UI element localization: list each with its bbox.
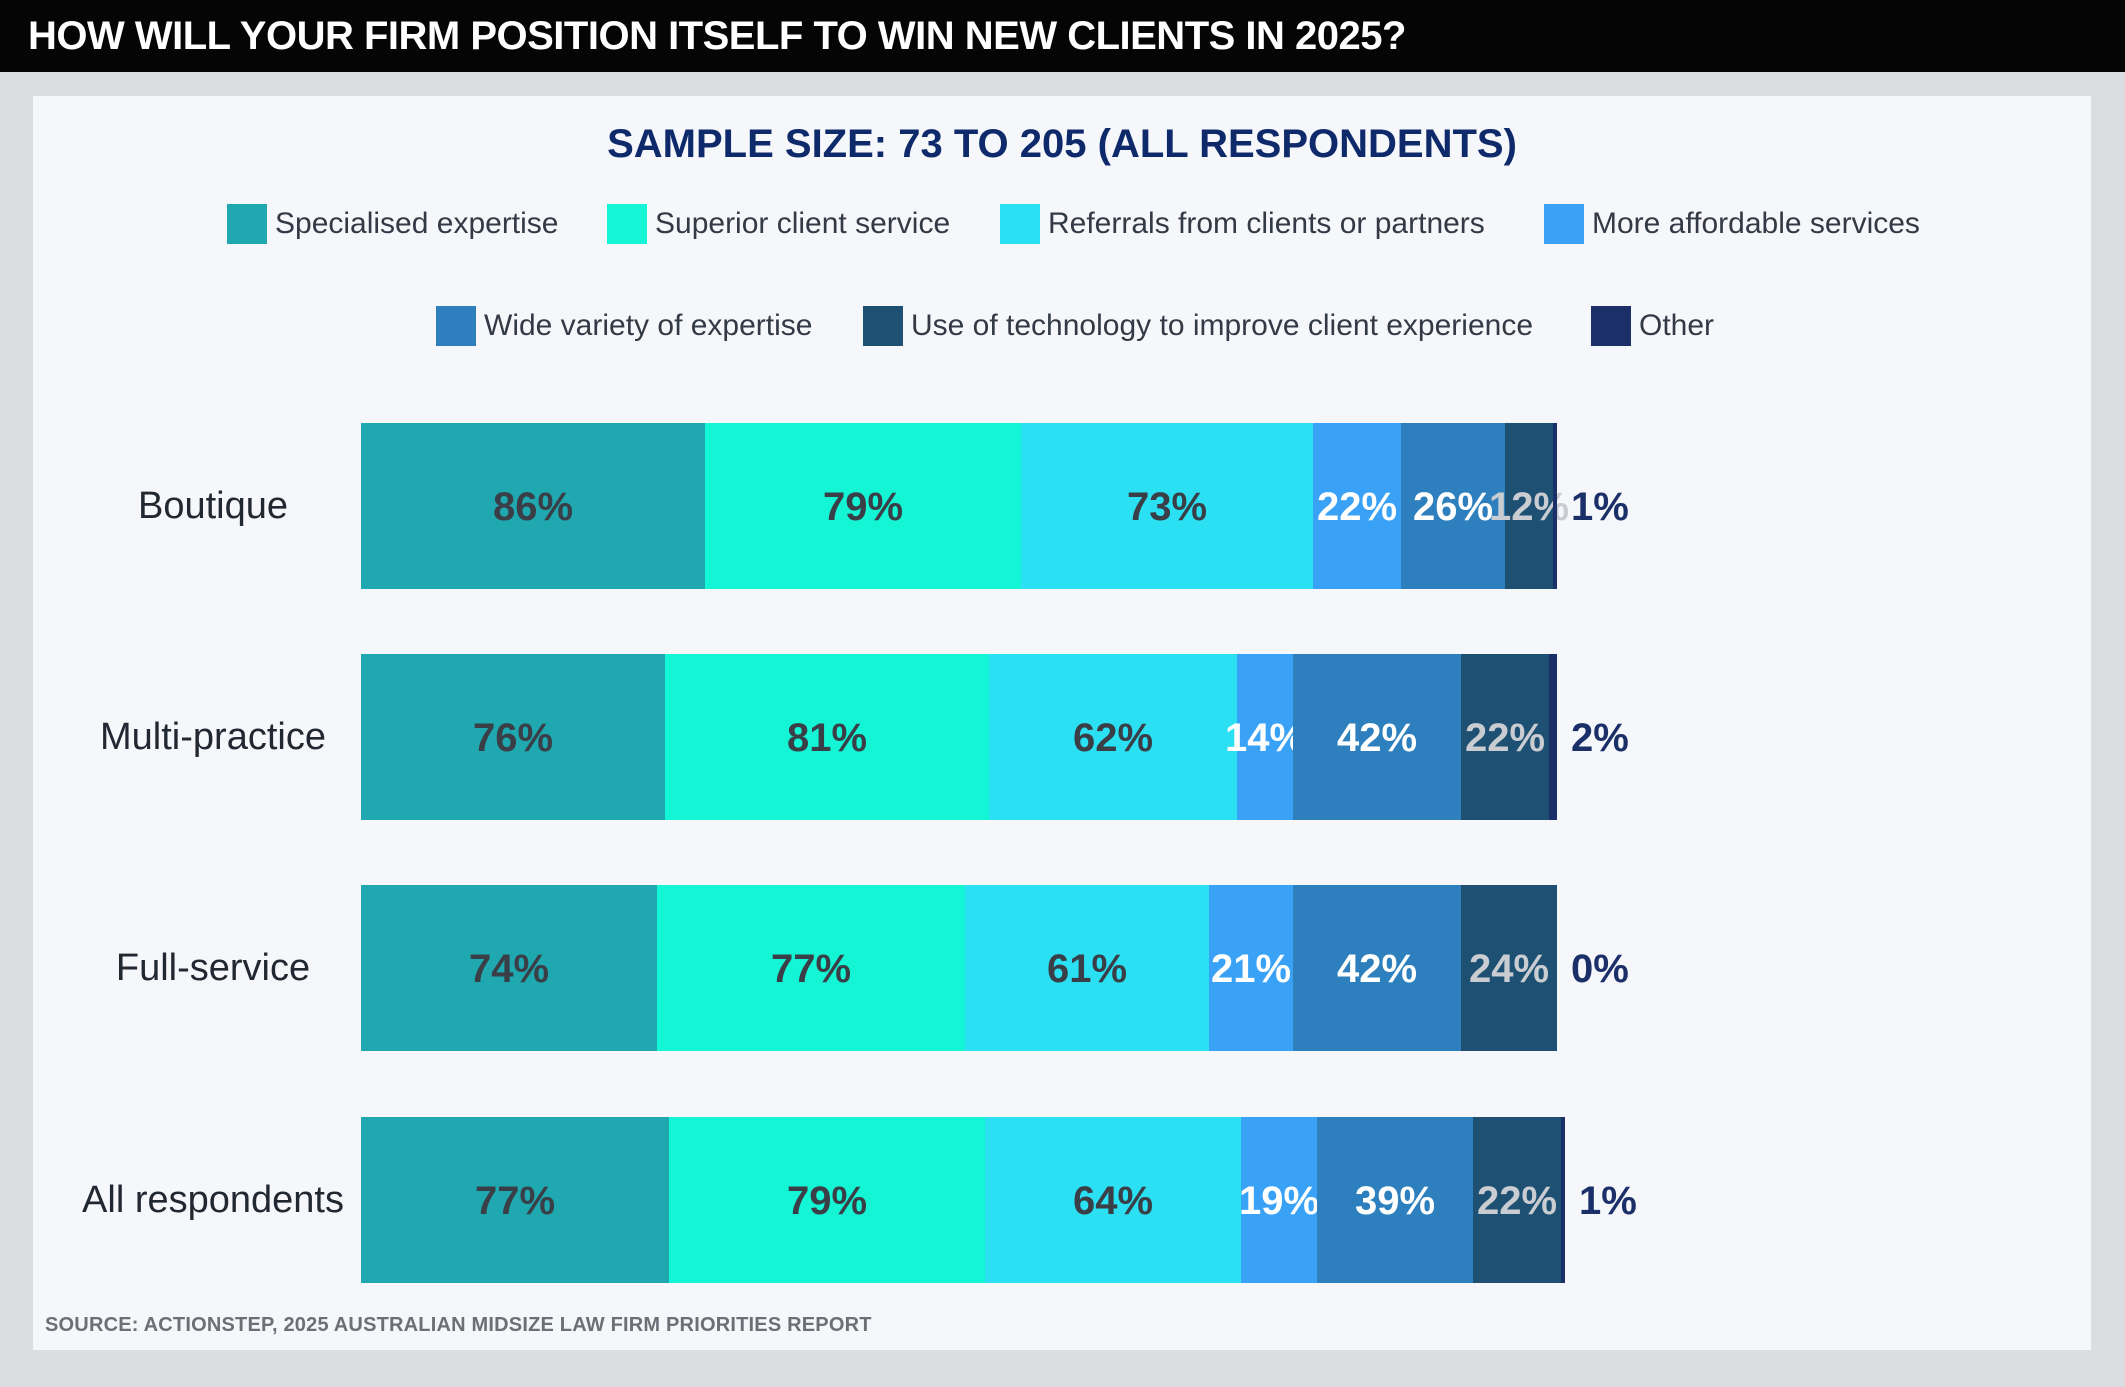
legend-swatch xyxy=(1000,204,1040,244)
bar-segment xyxy=(965,885,1209,1051)
bar-segment xyxy=(1021,423,1313,589)
data-label: 79% xyxy=(823,485,903,529)
legend-swatch xyxy=(1591,306,1631,346)
legend-label: More affordable services xyxy=(1592,207,1920,240)
bar-segment xyxy=(361,1117,669,1283)
legend-item-superior-client-service: Superior client service xyxy=(607,204,950,244)
legend-item-other: Other xyxy=(1591,306,1714,346)
header-title: HOW WILL YOUR FIRM POSITION ITSELF TO WI… xyxy=(28,14,1406,58)
legend-swatch xyxy=(227,204,267,244)
bar-segment xyxy=(361,654,665,820)
data-label: 76% xyxy=(473,716,553,760)
chart-subtitle: SAMPLE SIZE: 73 TO 205 (ALL RESPONDENTS) xyxy=(607,122,1517,166)
category-label: Multi-practice xyxy=(100,716,326,758)
bar-segment xyxy=(1561,1117,1565,1283)
stacked-bar-chart: Boutique 86% 79% 73% 22% 26%12% 1%Multi-practi… xyxy=(82,423,1637,1283)
data-label: 77% xyxy=(771,947,851,991)
data-label: 26% xyxy=(1413,485,1493,529)
data-label: 1% xyxy=(1579,1179,1637,1223)
bar-segment xyxy=(665,654,989,820)
data-label: 0% xyxy=(1571,947,1629,991)
data-label: 22% xyxy=(1465,716,1545,760)
bar-segment xyxy=(1553,423,1557,589)
legend-item-more-affordable-services: More affordable services xyxy=(1544,204,1920,244)
page-header: HOW WILL YOUR FIRM POSITION ITSELF TO WI… xyxy=(0,0,2125,72)
data-label: 81% xyxy=(787,716,867,760)
data-label: 74% xyxy=(469,947,549,991)
legend-item-use-of-technology: Use of technology to improve client expe… xyxy=(863,306,1533,346)
bar-segment xyxy=(1461,654,1549,820)
legend-label: Use of technology to improve client expe… xyxy=(911,309,1534,342)
data-label: 79% xyxy=(787,1179,867,1223)
category-label: Full-service xyxy=(116,947,310,989)
category-label: All respondents xyxy=(82,1179,344,1221)
legend-swatch xyxy=(863,306,903,346)
legend-item-specialised-expertise: Specialised expertise xyxy=(227,204,559,244)
data-label: 64% xyxy=(1073,1179,1153,1223)
bar-segment xyxy=(361,885,657,1051)
bar-segment xyxy=(989,654,1237,820)
bar-segment xyxy=(1401,423,1505,589)
data-label: 14% xyxy=(1225,716,1305,760)
chart-panel: SAMPLE SIZE: 73 TO 205 (ALL RESPONDENTS)… xyxy=(33,96,2091,1350)
data-label: 22% xyxy=(1317,485,1397,529)
bar-segment xyxy=(1237,654,1293,820)
source-note: SOURCE: ACTIONSTEP, 2025 AUSTRALIAN MIDS… xyxy=(45,1314,872,1336)
legend-item-referrals: Referrals from clients or partners xyxy=(1000,204,1485,244)
data-label: 73% xyxy=(1127,485,1207,529)
data-label: 1% xyxy=(1571,485,1629,529)
bar-segment xyxy=(1549,654,1557,820)
data-label: 62% xyxy=(1073,716,1153,760)
bar-segment xyxy=(361,423,705,589)
legend-label: Specialised expertise xyxy=(275,207,559,240)
data-label: 77% xyxy=(475,1179,555,1223)
legend-label: Superior client service xyxy=(655,207,951,240)
legend-label: Other xyxy=(1639,309,1715,342)
legend-label: Wide variety of expertise xyxy=(484,309,813,342)
bar-segment xyxy=(1293,654,1461,820)
data-label: 12% xyxy=(1489,485,1569,529)
bar-segment xyxy=(1293,885,1461,1051)
legend-item-wide-variety-of-expertise: Wide variety of expertise xyxy=(436,306,812,346)
data-label: 22% xyxy=(1477,1179,1557,1223)
bar-segment xyxy=(657,885,965,1051)
legend-swatch xyxy=(607,204,647,244)
bar-segment xyxy=(1461,885,1557,1051)
bar-segment xyxy=(1241,1117,1317,1283)
legend-swatch xyxy=(436,306,476,346)
bar-segment xyxy=(669,1117,985,1283)
bar-segment xyxy=(985,1117,1241,1283)
bar-segment xyxy=(1473,1117,1561,1283)
data-label: 2% xyxy=(1571,716,1629,760)
bar-segment xyxy=(705,423,1021,589)
data-label: 42% xyxy=(1337,716,1417,760)
legend-label: Referrals from clients or partners xyxy=(1048,207,1485,240)
legend-swatch xyxy=(1544,204,1584,244)
data-label: 24% xyxy=(1469,947,1549,991)
data-label: 86% xyxy=(493,485,573,529)
bar-segment xyxy=(1317,1117,1473,1283)
data-label: 61% xyxy=(1047,947,1127,991)
data-label: 42% xyxy=(1337,947,1417,991)
data-label: 39% xyxy=(1355,1179,1435,1223)
category-label: Boutique xyxy=(138,485,288,527)
data-label: 21% xyxy=(1211,947,1291,991)
bar-segment xyxy=(1209,885,1293,1051)
data-label: 19% xyxy=(1239,1179,1319,1223)
bar-segment xyxy=(1505,423,1553,589)
bar-segment xyxy=(1313,423,1401,589)
